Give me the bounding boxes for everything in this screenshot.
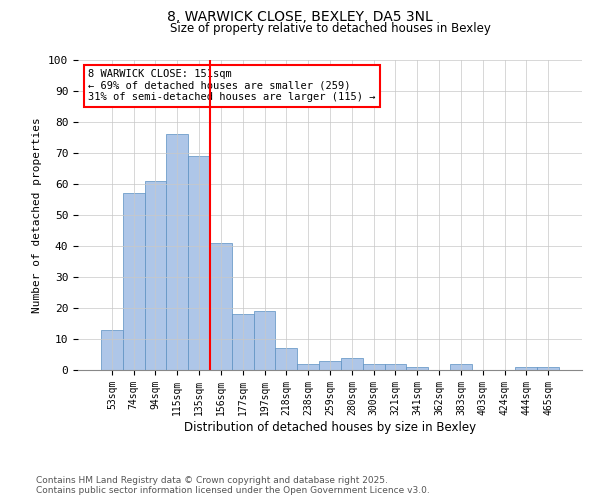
Text: 8 WARWICK CLOSE: 151sqm
← 69% of detached houses are smaller (259)
31% of semi-d: 8 WARWICK CLOSE: 151sqm ← 69% of detache… [88,70,376,102]
Bar [210,243,232,370]
Bar [385,364,406,370]
Text: Contains HM Land Registry data © Crown copyright and database right 2025.
Contai: Contains HM Land Registry data © Crown c… [36,476,430,495]
Bar [188,156,210,370]
Text: 8, WARWICK CLOSE, BEXLEY, DA5 3NL: 8, WARWICK CLOSE, BEXLEY, DA5 3NL [167,10,433,24]
Bar [537,367,559,370]
Bar [319,360,341,370]
Bar [254,311,275,370]
Y-axis label: Number of detached properties: Number of detached properties [32,117,43,313]
Bar [297,364,319,370]
Bar [123,194,145,370]
Bar [341,358,363,370]
Bar [166,134,188,370]
Bar [406,367,428,370]
Bar [450,364,472,370]
Bar [145,181,166,370]
Bar [101,330,123,370]
Bar [275,348,297,370]
Bar [232,314,254,370]
Title: Size of property relative to detached houses in Bexley: Size of property relative to detached ho… [170,22,490,35]
X-axis label: Distribution of detached houses by size in Bexley: Distribution of detached houses by size … [184,420,476,434]
Bar [515,367,537,370]
Bar [363,364,385,370]
